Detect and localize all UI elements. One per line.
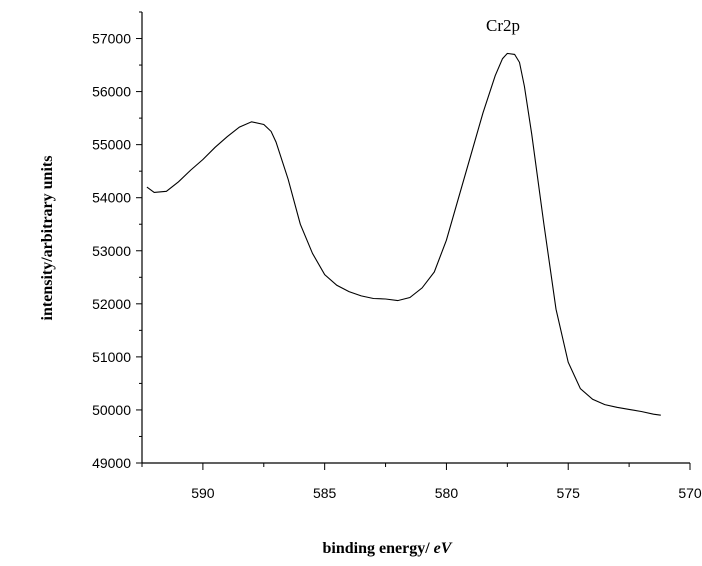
x-axis-title-text: binding energy/ xyxy=(323,540,434,557)
y-axis-title: intensity/arbitrary units xyxy=(39,156,56,321)
y-tick-label: 57000 xyxy=(92,31,131,47)
x-tick-label: 580 xyxy=(435,485,459,501)
x-tick-label: 575 xyxy=(557,485,581,501)
series-line-cr2p xyxy=(146,52,661,416)
y-tick-label: 51000 xyxy=(92,349,131,365)
peak-annotation: Cr2p xyxy=(486,16,520,35)
y-tick-label: 49000 xyxy=(92,455,131,471)
x-tick-label: 570 xyxy=(678,485,702,501)
y-tick-label: 53000 xyxy=(92,243,131,259)
x-tick-label: 590 xyxy=(191,485,215,501)
x-axis-title-unit: eV xyxy=(434,540,453,557)
y-tick-label: 56000 xyxy=(92,84,131,100)
y-tick-label: 54000 xyxy=(92,190,131,206)
y-tick-label: 50000 xyxy=(92,402,131,418)
y-tick-label: 52000 xyxy=(92,296,131,312)
x-axis-title: binding energy/ eV xyxy=(323,540,453,557)
y-axis: 49000 50000 51000 52000 53000 54000 55000 56000… xyxy=(92,11,143,471)
y-tick-label: 55000 xyxy=(92,137,131,153)
x-tick-label: 585 xyxy=(313,485,337,501)
x-axis: 590 585 580 575 570 xyxy=(141,462,702,501)
